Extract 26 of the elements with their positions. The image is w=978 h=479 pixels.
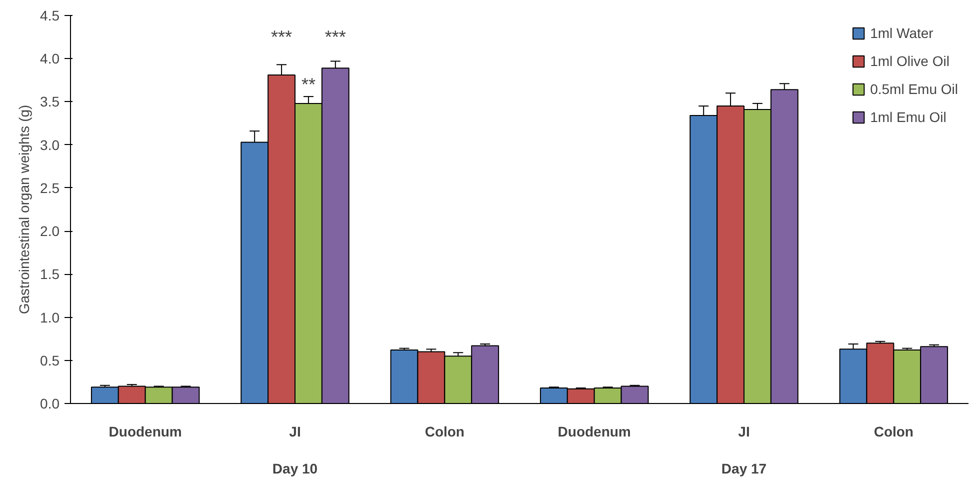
- legend-label: 1ml Water: [870, 25, 934, 41]
- legend-label: 1ml Olive Oil: [870, 53, 950, 69]
- x-tick-label: Duodenum: [108, 424, 182, 440]
- legend-label: 0.5ml Emu Oil: [870, 81, 958, 97]
- x-tick-label: Colon: [424, 424, 464, 440]
- x-tick-label: JI: [289, 424, 301, 440]
- y-tick-label: 2.5: [40, 180, 60, 196]
- y-tick-label: 0.0: [40, 396, 60, 412]
- y-tick-label: 4.0: [40, 50, 60, 67]
- y-tick-label: 3.5: [40, 94, 60, 110]
- y-tick-label: 2.0: [40, 223, 60, 240]
- x-tick-label: Colon: [874, 424, 914, 440]
- x-tick-label: Duodenum: [558, 424, 631, 440]
- y-tick-label: 1.5: [40, 266, 60, 282]
- x-tick-label: JI: [738, 424, 750, 440]
- annotation: ***: [271, 27, 292, 48]
- y-axis-title: Gastrointestinal organ weights (g): [16, 104, 32, 314]
- annotation: ***: [324, 27, 346, 48]
- annotation: **: [301, 74, 316, 95]
- legend-label: 1ml Emu Oil: [870, 109, 946, 125]
- y-tick-label: 1.0: [40, 309, 60, 326]
- text: Day 10: [272, 460, 318, 476]
- y-tick-label: 3.0: [40, 136, 60, 153]
- y-tick-label: 4.5: [40, 8, 60, 24]
- text: Day 17: [721, 460, 767, 476]
- y-tick-label: 0.5: [40, 352, 60, 368]
